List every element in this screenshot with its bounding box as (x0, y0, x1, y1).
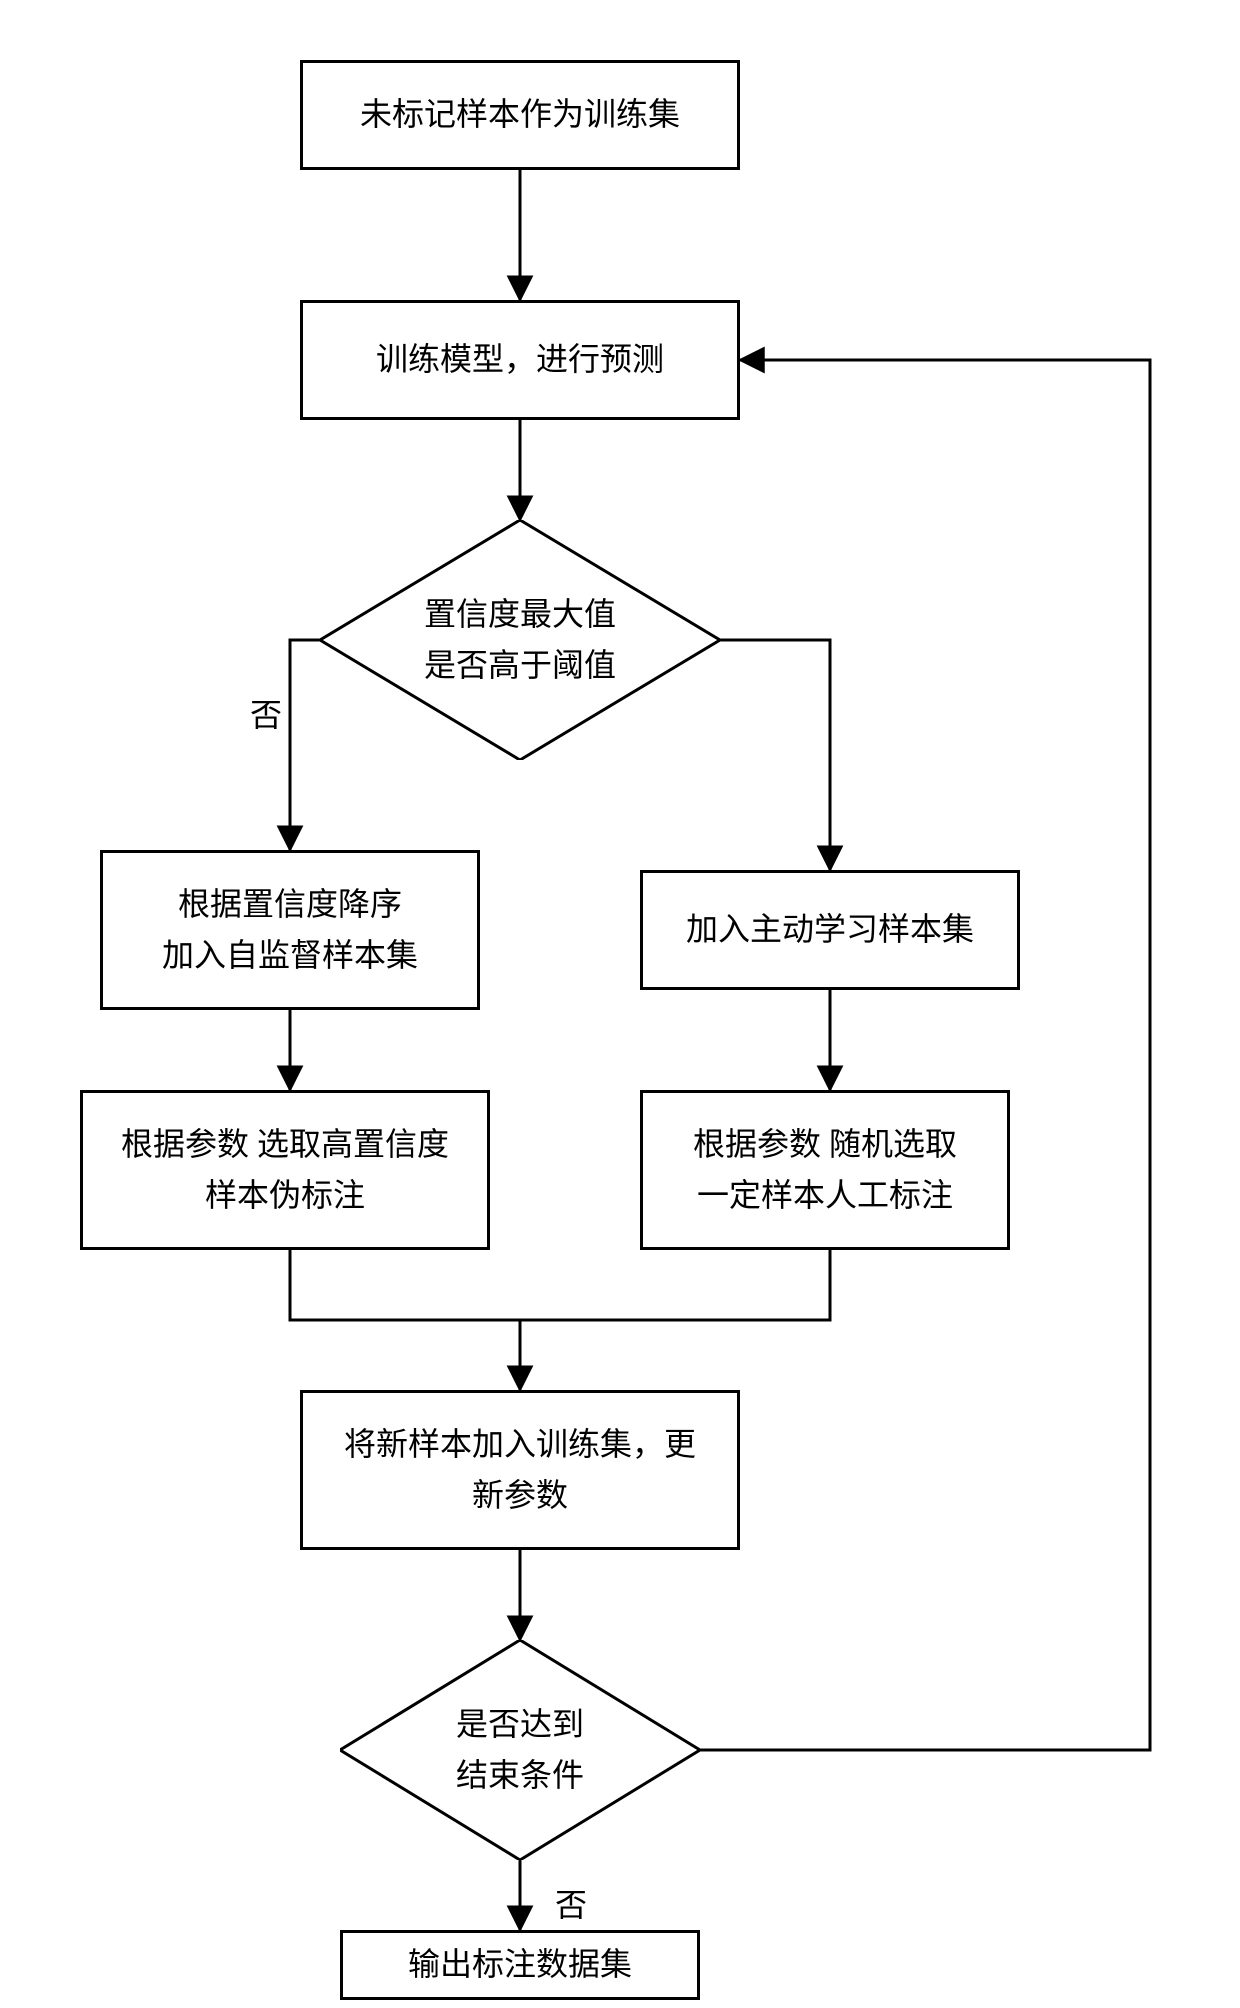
node-text: 根据参数 选取高置信度 样本伪标注 (121, 1119, 449, 1221)
node-text: 将新样本加入训练集，更 新参数 (344, 1419, 696, 1521)
edge-label-yes-1: 否 (250, 690, 282, 736)
node-text: 未标记样本作为训练集 (360, 89, 680, 140)
node-pseudo-label: 根据参数 选取高置信度 样本伪标注 (80, 1090, 490, 1250)
node-output: 输出标注数据集 (340, 1930, 700, 2000)
node-text: 训练模型，进行预测 (376, 334, 664, 385)
decision-end-condition: 是否达到 结束条件 (340, 1640, 700, 1860)
node-text: 输出标注数据集 (408, 1939, 632, 1990)
decision-confidence: 置信度最大值 是否高于阈值 (320, 520, 720, 760)
decision-text: 是否达到 结束条件 (340, 1640, 700, 1860)
node-text: 根据参数 随机选取 一定样本人工标注 (693, 1119, 957, 1221)
decision-text: 置信度最大值 是否高于阈值 (320, 520, 720, 760)
node-active-learning: 加入主动学习样本集 (640, 870, 1020, 990)
node-manual-label: 根据参数 随机选取 一定样本人工标注 (640, 1090, 1010, 1250)
node-text: 根据置信度降序 加入自监督样本集 (162, 879, 418, 981)
node-start: 未标记样本作为训练集 (300, 60, 740, 170)
edge-label-yes-2: 否 (555, 1880, 587, 1926)
node-train: 训练模型，进行预测 (300, 300, 740, 420)
node-update-params: 将新样本加入训练集，更 新参数 (300, 1390, 740, 1550)
node-self-supervised: 根据置信度降序 加入自监督样本集 (100, 850, 480, 1010)
node-text: 加入主动学习样本集 (686, 904, 974, 955)
